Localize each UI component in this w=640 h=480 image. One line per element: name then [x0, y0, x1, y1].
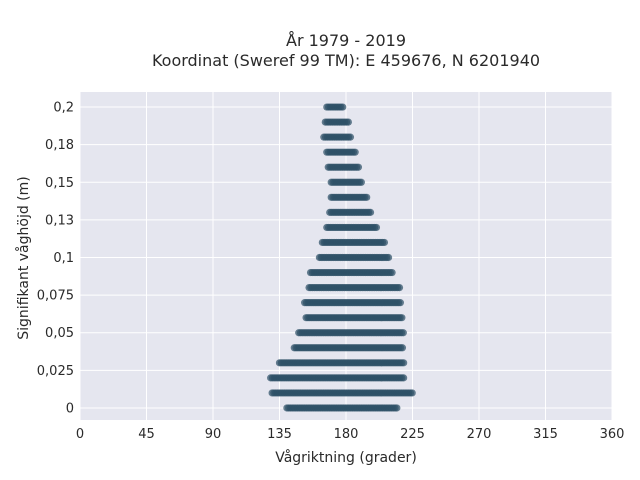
x-tick-label: 0	[76, 427, 84, 442]
chart-title-line1: År 1979 - 2019	[286, 31, 406, 50]
data-point	[344, 118, 352, 126]
data-point	[346, 133, 355, 141]
data-point	[400, 359, 408, 367]
data-point	[339, 103, 347, 111]
y-tick-label: 0	[66, 401, 74, 416]
data-point	[351, 148, 359, 156]
data-point	[398, 314, 406, 322]
y-tick-label: 0,2	[53, 101, 74, 116]
data-point	[354, 163, 363, 171]
x-tick-labels: 0 45 90 135 180 225 270 315 360	[76, 427, 625, 442]
chart-title-line2: Koordinat (Sweref 99 TM): E 459676, N 62…	[152, 51, 540, 70]
y-axis-title: Signifikant våghöjd (m)	[15, 176, 32, 339]
x-tick-label: 135	[267, 427, 292, 442]
x-axis-title: Vågriktning (grader)	[275, 449, 417, 466]
x-tick-label: 180	[334, 427, 359, 442]
data-point	[388, 268, 396, 277]
data-point	[363, 193, 371, 201]
y-tick-label: 0,13	[45, 213, 74, 228]
y-tick-label: 0,18	[45, 138, 74, 153]
data-point	[372, 223, 381, 232]
data-point	[400, 374, 408, 382]
data-point	[408, 389, 416, 397]
y-tick-labels: 0 0,025 0,05 0,075 0,1 0,13 0,15 0,18 0,2	[37, 101, 74, 417]
x-tick-label: 225	[400, 427, 425, 442]
y-tick-label: 0,1	[53, 251, 74, 266]
data-points	[267, 103, 416, 412]
x-tick-label: 315	[533, 427, 558, 442]
y-tick-label: 0,025	[37, 364, 74, 379]
data-point	[393, 404, 401, 412]
y-tick-label: 0,15	[45, 176, 74, 191]
x-tick-label: 270	[467, 427, 492, 442]
x-tick-label: 90	[205, 427, 222, 442]
y-tick-label: 0,05	[45, 326, 74, 341]
data-point	[380, 238, 389, 247]
x-tick-label: 45	[138, 427, 155, 442]
data-point	[399, 329, 407, 337]
data-point	[398, 344, 407, 352]
x-tick-label: 360	[600, 427, 625, 442]
data-point	[396, 299, 404, 307]
data-point	[384, 253, 393, 262]
data-point	[366, 208, 375, 216]
data-point	[357, 178, 365, 186]
y-tick-label: 0,075	[37, 289, 74, 304]
data-point	[395, 283, 404, 292]
